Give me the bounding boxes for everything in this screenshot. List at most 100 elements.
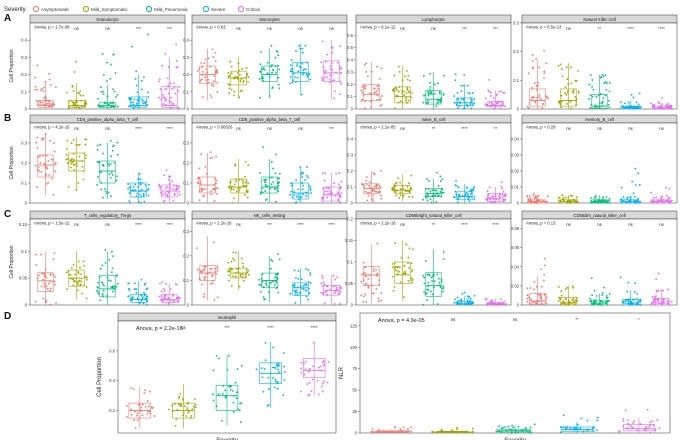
data-point — [166, 190, 169, 193]
data-point — [430, 276, 433, 279]
data-point — [230, 188, 233, 191]
data-point — [629, 196, 632, 198]
data-point — [268, 95, 271, 97]
data-point — [143, 294, 146, 297]
data-point — [36, 136, 39, 139]
data-point — [590, 302, 593, 304]
data-point — [77, 144, 79, 146]
data-point — [460, 90, 463, 93]
data-point — [536, 96, 539, 99]
data-point — [565, 427, 568, 430]
data-point — [363, 64, 366, 66]
data-point — [594, 104, 596, 107]
data-point — [50, 287, 52, 290]
box — [363, 84, 380, 101]
data-point — [198, 176, 200, 179]
data-point — [559, 100, 561, 103]
data-point — [294, 302, 297, 304]
data-point — [440, 428, 443, 431]
data-point — [84, 105, 86, 108]
data-point — [49, 289, 52, 292]
data-point — [361, 273, 363, 276]
data-point — [277, 182, 279, 185]
y-tick-label: 0.3 — [183, 141, 189, 146]
data-point — [630, 303, 633, 306]
data-point — [527, 106, 530, 109]
significance-label: ** — [598, 26, 602, 31]
data-point — [143, 291, 145, 294]
data-point — [573, 199, 576, 202]
data-point — [455, 193, 458, 196]
data-point — [48, 104, 51, 106]
data-point — [75, 165, 78, 168]
data-point — [406, 69, 408, 72]
data-point — [495, 198, 498, 201]
data-point — [662, 299, 664, 301]
data-point — [591, 79, 594, 81]
significance-label: ns — [329, 26, 333, 31]
data-point — [273, 187, 276, 190]
data-point — [662, 198, 665, 201]
data-point — [371, 198, 374, 201]
data-point — [102, 93, 105, 95]
data-point — [74, 60, 77, 63]
data-point — [396, 430, 399, 433]
data-point — [51, 177, 54, 180]
data-point — [36, 88, 39, 91]
data-point — [657, 289, 660, 292]
data-point — [182, 397, 184, 400]
data-point — [111, 149, 114, 152]
data-point — [169, 288, 172, 291]
data-point — [363, 185, 366, 188]
data-point — [66, 139, 69, 142]
data-point — [620, 186, 623, 189]
data-point — [582, 430, 585, 433]
data-point — [81, 160, 84, 162]
data-point — [462, 84, 465, 87]
data-point — [241, 182, 244, 184]
data-point — [545, 298, 547, 301]
data-point — [172, 188, 175, 191]
data-point — [512, 426, 515, 429]
data-point — [370, 93, 373, 96]
data-point — [396, 94, 399, 97]
data-point — [215, 182, 217, 185]
data-point — [135, 102, 138, 105]
data-point — [129, 98, 132, 101]
data-point — [246, 271, 249, 274]
data-point — [431, 280, 434, 282]
data-point — [634, 195, 636, 198]
data-point — [43, 272, 46, 275]
data-point — [284, 371, 286, 373]
box — [623, 424, 655, 432]
data-point — [633, 420, 636, 423]
data-point — [368, 274, 371, 277]
data-point — [600, 76, 602, 79]
data-point — [646, 408, 649, 411]
data-point — [109, 101, 112, 104]
data-point — [191, 408, 194, 411]
data-point — [471, 92, 474, 95]
data-point — [376, 94, 379, 96]
data-point — [68, 273, 71, 276]
data-point — [130, 97, 133, 100]
y-tick-label: 0.1 — [21, 89, 27, 94]
data-point — [565, 93, 568, 96]
data-point — [601, 294, 604, 296]
data-point — [275, 273, 278, 275]
data-point — [533, 423, 536, 426]
data-point — [533, 201, 536, 203]
data-point — [180, 403, 182, 405]
data-point — [131, 189, 134, 192]
data-point — [50, 104, 53, 107]
data-point — [454, 430, 457, 433]
significance-label: ns — [566, 126, 570, 131]
data-point — [568, 200, 571, 203]
data-point — [165, 193, 168, 196]
data-point — [373, 87, 375, 90]
data-point — [198, 167, 201, 170]
data-point — [529, 202, 532, 204]
data-point — [338, 172, 341, 174]
data-point — [499, 298, 502, 301]
data-point — [591, 426, 594, 429]
